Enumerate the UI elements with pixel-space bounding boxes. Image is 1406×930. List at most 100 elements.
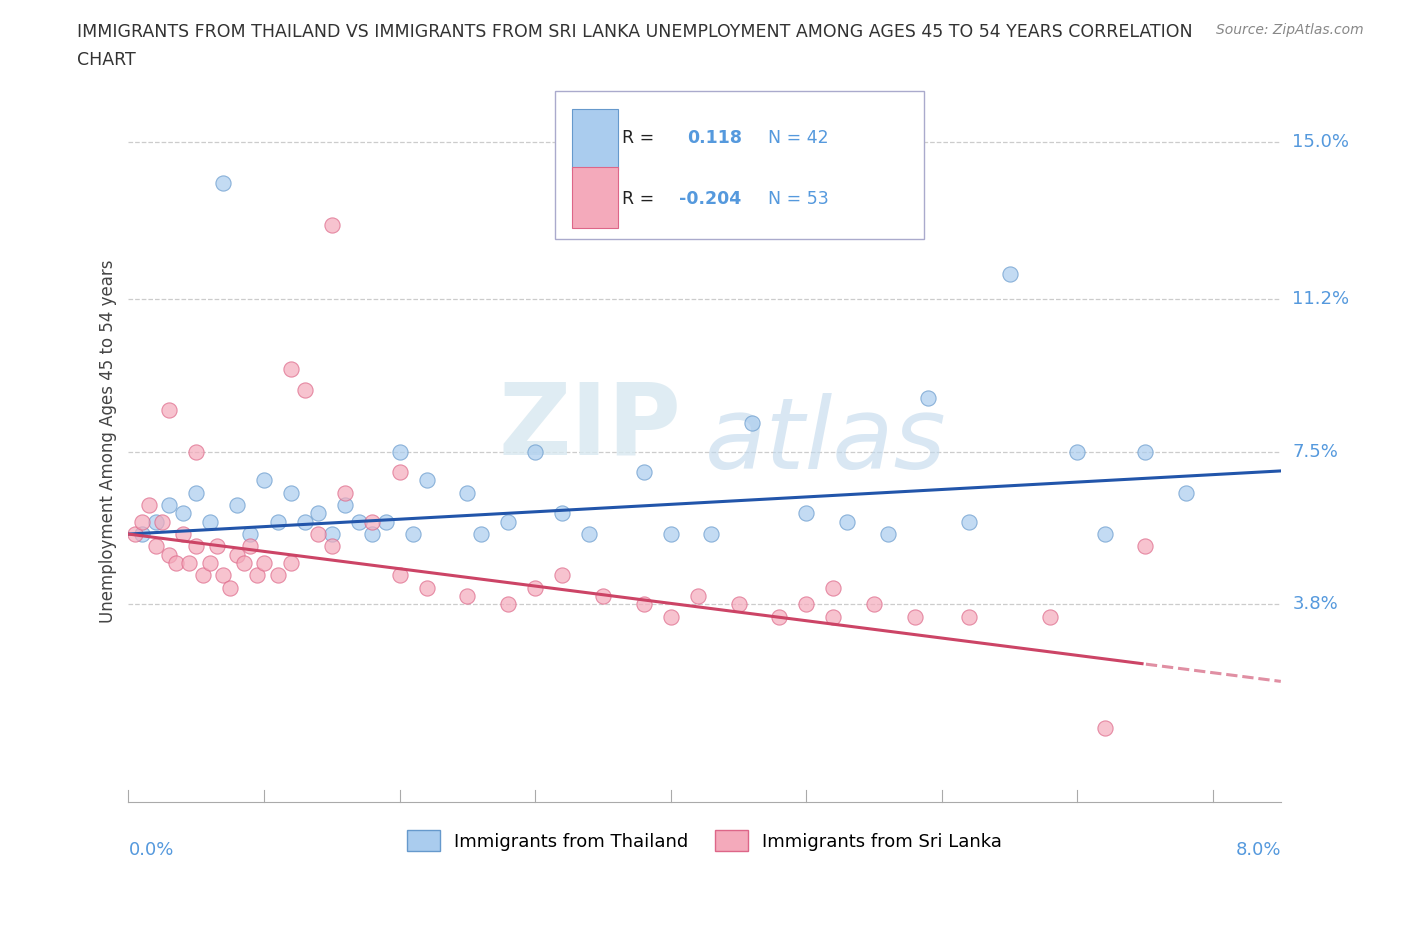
Point [165, 555, 187, 570]
Text: 3.8%: 3.8% [1292, 595, 1339, 613]
FancyBboxPatch shape [572, 166, 619, 228]
Text: ZIP: ZIP [499, 379, 682, 475]
Text: N = 53: N = 53 [768, 191, 828, 208]
Point [253, 473, 276, 488]
Y-axis label: Unemployment Among Ages 45 to 54 years: Unemployment Among Ages 45 to 54 years [100, 259, 117, 623]
Point [794, 506, 817, 521]
Text: N = 42: N = 42 [768, 129, 828, 147]
Point [226, 547, 249, 562]
Point [700, 526, 723, 541]
Point [835, 514, 858, 529]
Point [592, 589, 614, 604]
Point [212, 568, 235, 583]
Point [904, 609, 927, 624]
Point [205, 539, 228, 554]
Point [172, 506, 194, 521]
Point [402, 526, 425, 541]
Point [659, 609, 682, 624]
Text: Source: ZipAtlas.com: Source: ZipAtlas.com [1216, 23, 1364, 37]
Point [863, 597, 886, 612]
Point [917, 391, 939, 405]
Point [415, 473, 437, 488]
Point [172, 526, 194, 541]
Point [145, 539, 167, 554]
Point [659, 526, 682, 541]
Text: atlas: atlas [704, 392, 946, 490]
Point [186, 445, 208, 459]
Point [131, 526, 153, 541]
Point [321, 217, 343, 232]
Point [124, 526, 146, 541]
Point [335, 485, 357, 500]
Point [294, 514, 316, 529]
Point [157, 498, 180, 512]
Point [280, 362, 302, 377]
Point [131, 514, 153, 529]
Point [226, 498, 249, 512]
Point [150, 514, 173, 529]
Point [957, 609, 980, 624]
Text: IMMIGRANTS FROM THAILAND VS IMMIGRANTS FROM SRI LANKA UNEMPLOYMENT AMONG AGES 45: IMMIGRANTS FROM THAILAND VS IMMIGRANTS F… [77, 23, 1192, 41]
Point [157, 403, 180, 418]
Point [347, 514, 370, 529]
Point [1094, 526, 1116, 541]
Point [361, 514, 384, 529]
Text: 15.0%: 15.0% [1292, 133, 1350, 151]
Point [415, 580, 437, 595]
Point [375, 514, 398, 529]
Point [823, 609, 845, 624]
Point [321, 539, 343, 554]
Point [686, 589, 709, 604]
Point [246, 568, 269, 583]
Point [524, 580, 547, 595]
Point [239, 526, 262, 541]
Point [1039, 609, 1062, 624]
Text: 11.2%: 11.2% [1292, 290, 1350, 308]
FancyBboxPatch shape [555, 91, 924, 239]
Point [191, 568, 214, 583]
Text: 0.118: 0.118 [688, 129, 742, 147]
Text: -0.204: -0.204 [679, 191, 741, 208]
Point [307, 526, 329, 541]
Point [551, 568, 574, 583]
Point [496, 514, 519, 529]
Point [876, 526, 898, 541]
Point [335, 498, 357, 512]
Point [266, 514, 288, 529]
Point [186, 539, 208, 554]
Point [998, 267, 1021, 282]
Point [253, 555, 276, 570]
Point [470, 526, 492, 541]
Point [294, 382, 316, 397]
Point [524, 445, 547, 459]
Point [219, 580, 242, 595]
Point [456, 485, 478, 500]
Point [179, 555, 201, 570]
Legend: Immigrants from Thailand, Immigrants from Sri Lanka: Immigrants from Thailand, Immigrants fro… [399, 823, 1010, 858]
Point [768, 609, 790, 624]
Point [388, 465, 411, 480]
Point [186, 485, 208, 500]
Text: 0.0%: 0.0% [128, 842, 174, 859]
Point [198, 555, 221, 570]
Point [198, 514, 221, 529]
Point [232, 555, 254, 570]
Point [361, 526, 384, 541]
Point [578, 526, 600, 541]
Point [456, 589, 478, 604]
Text: CHART: CHART [77, 51, 136, 69]
Text: 7.5%: 7.5% [1292, 443, 1339, 460]
Point [212, 176, 235, 191]
Point [321, 526, 343, 541]
Point [1135, 539, 1157, 554]
Point [138, 498, 160, 512]
Point [1066, 445, 1088, 459]
Point [794, 597, 817, 612]
Point [957, 514, 980, 529]
Point [280, 555, 302, 570]
Point [823, 580, 845, 595]
Point [157, 547, 180, 562]
Point [633, 597, 655, 612]
Point [239, 539, 262, 554]
Point [1174, 485, 1197, 500]
